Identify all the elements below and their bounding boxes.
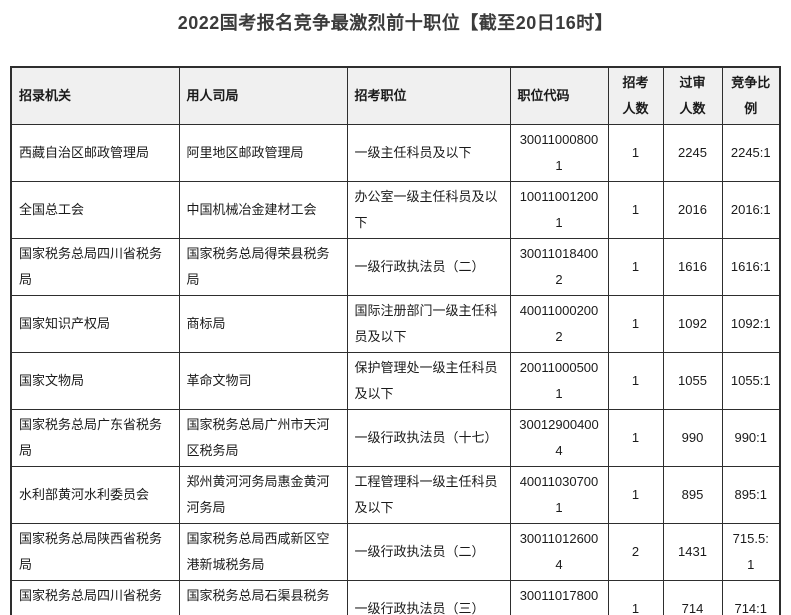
cell-agency: 国家税务总局四川省税务局	[10, 238, 180, 296]
cell-position: 一级行政执法员（十七）	[346, 409, 511, 467]
cell-passed: 1055	[662, 352, 723, 410]
cell-position: 保护管理处一级主任科员及以下	[346, 352, 511, 410]
cell-code: 300110184002	[509, 238, 609, 296]
col-header-department: 用人司局	[178, 66, 348, 125]
cell-recruits: 1	[607, 181, 664, 239]
col-header-position: 招考职位	[346, 66, 511, 125]
cell-code: 300110126004	[509, 523, 609, 581]
cell-passed: 1616	[662, 238, 723, 296]
cell-ratio: 714:1	[721, 580, 781, 615]
cell-agency: 国家文物局	[10, 352, 180, 410]
cell-passed: 2245	[662, 124, 723, 182]
cell-passed: 895	[662, 466, 723, 524]
col-header-passed: 过审 人数	[662, 66, 723, 125]
cell-position: 一级主任科员及以下	[346, 124, 511, 182]
table-row: 国家税务总局四川省税务局 国家税务总局石渠县税务局 一级行政执法员（三） 300…	[10, 580, 781, 615]
cell-department: 革命文物司	[178, 352, 348, 410]
cell-agency: 国家税务总局广东省税务局	[10, 409, 180, 467]
cell-code: 300129004004	[509, 409, 609, 467]
table-row: 水利部黄河水利委员会 郑州黄河河务局惠金黄河河务局 工程管理科一级主任科员及以下…	[10, 466, 781, 524]
cell-department: 商标局	[178, 295, 348, 353]
cell-recruits: 1	[607, 295, 664, 353]
cell-ratio: 1055:1	[721, 352, 781, 410]
cell-agency: 西藏自治区邮政管理局	[10, 124, 180, 182]
table-row: 国家知识产权局 商标局 国际注册部门一级主任科员及以下 400110002002…	[10, 295, 781, 353]
cell-agency: 全国总工会	[10, 181, 180, 239]
table-row: 国家税务总局陕西省税务局 国家税务总局西咸新区空港新城税务局 一级行政执法员（二…	[10, 523, 781, 581]
page-title: 2022国考报名竞争最激烈前十职位【截至20日16时】	[177, 13, 614, 33]
cell-code: 200110005001	[509, 352, 609, 410]
cell-position: 工程管理科一级主任科员及以下	[346, 466, 511, 524]
cell-passed: 2016	[662, 181, 723, 239]
cell-passed: 1092	[662, 295, 723, 353]
cell-recruits: 1	[607, 580, 664, 615]
cell-position: 一级行政执法员（三）	[346, 580, 511, 615]
cell-ratio: 1616:1	[721, 238, 781, 296]
cell-position: 办公室一级主任科员及以下	[346, 181, 511, 239]
cell-ratio: 990:1	[721, 409, 781, 467]
table-row: 西藏自治区邮政管理局 阿里地区邮政管理局 一级主任科员及以下 300110008…	[10, 124, 781, 182]
cell-recruits: 1	[607, 409, 664, 467]
cell-recruits: 1	[607, 238, 664, 296]
table-row: 国家文物局 革命文物司 保护管理处一级主任科员及以下 200110005001 …	[10, 352, 781, 410]
table-row: 全国总工会 中国机械冶金建材工会 办公室一级主任科员及以下 1001100120…	[10, 181, 781, 239]
cell-recruits: 2	[607, 523, 664, 581]
table-row: 国家税务总局四川省税务局 国家税务总局得荣县税务局 一级行政执法员（二） 300…	[10, 238, 781, 296]
header-row: 招录机关 用人司局 招考职位 职位代码 招考 人数 过审 人数 竞争比 例	[10, 66, 781, 125]
cell-department: 国家税务总局得荣县税务局	[178, 238, 348, 296]
cell-position: 国际注册部门一级主任科员及以下	[346, 295, 511, 353]
cell-recruits: 1	[607, 466, 664, 524]
cell-agency: 水利部黄河水利委员会	[10, 466, 180, 524]
cell-passed: 1431	[662, 523, 723, 581]
cell-department: 中国机械冶金建材工会	[178, 181, 348, 239]
cell-department: 国家税务总局广州市天河区税务局	[178, 409, 348, 467]
col-header-ratio: 竞争比 例	[721, 66, 781, 125]
col-header-recruits: 招考 人数	[607, 66, 664, 125]
cell-code: 400110002002	[509, 295, 609, 353]
cell-department: 国家税务总局西咸新区空港新城税务局	[178, 523, 348, 581]
cell-department: 阿里地区邮政管理局	[178, 124, 348, 182]
table-row: 国家税务总局广东省税务局 国家税务总局广州市天河区税务局 一级行政执法员（十七）…	[10, 409, 781, 467]
cell-agency: 国家税务总局四川省税务局	[10, 580, 180, 615]
ranking-table: 招录机关 用人司局 招考职位 职位代码 招考 人数 过审 人数 竞争比 例 西藏…	[10, 66, 781, 615]
cell-passed: 990	[662, 409, 723, 467]
cell-department: 郑州黄河河务局惠金黄河河务局	[178, 466, 348, 524]
cell-recruits: 1	[607, 124, 664, 182]
cell-ratio: 1092:1	[721, 295, 781, 353]
cell-code: 400110307001	[509, 466, 609, 524]
cell-agency: 国家税务总局陕西省税务局	[10, 523, 180, 581]
cell-code: 100110012001	[509, 181, 609, 239]
cell-department: 国家税务总局石渠县税务局	[178, 580, 348, 615]
cell-position: 一级行政执法员（二）	[346, 238, 511, 296]
col-header-code: 职位代码	[509, 66, 609, 125]
cell-position: 一级行政执法员（二）	[346, 523, 511, 581]
col-header-agency: 招录机关	[10, 66, 180, 125]
cell-ratio: 895:1	[721, 466, 781, 524]
cell-ratio: 2245:1	[721, 124, 781, 182]
cell-agency: 国家知识产权局	[10, 295, 180, 353]
cell-ratio: 715.5:1	[721, 523, 781, 581]
cell-recruits: 1	[607, 352, 664, 410]
cell-passed: 714	[662, 580, 723, 615]
cell-code: 300110008001	[509, 124, 609, 182]
cell-ratio: 2016:1	[721, 181, 781, 239]
cell-code: 300110178003	[509, 580, 609, 615]
